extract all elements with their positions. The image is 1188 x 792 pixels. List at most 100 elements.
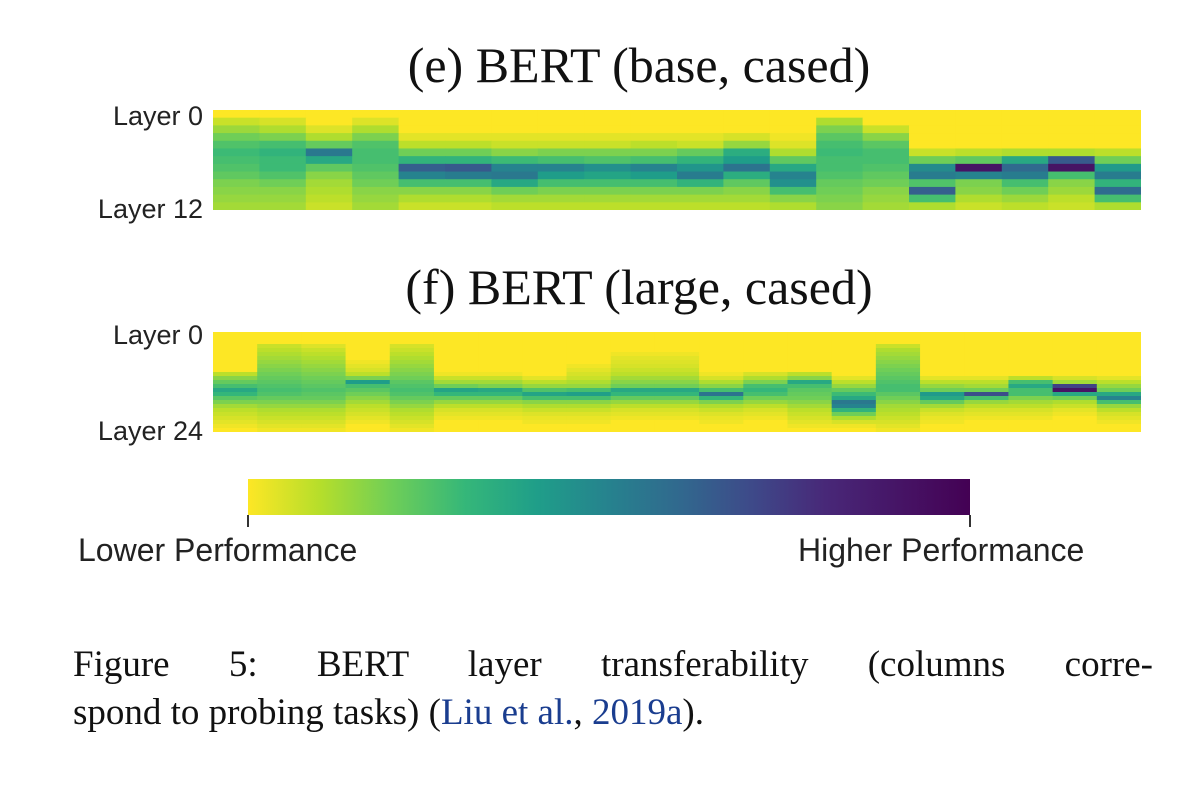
heatmap-f-cell-r0-c0 [213, 332, 258, 337]
heatmap-f-cell-r21-c19 [1052, 416, 1098, 421]
heatmap-f-cell-r17-c12 [743, 400, 789, 405]
heatmap-e-cell-r4-c19 [1094, 140, 1141, 150]
heatmap-f-cell-r13-c5 [433, 384, 479, 389]
heatmap-e-cell-r1-c9 [630, 117, 678, 126]
heatmap-f-cell-r2-c3 [345, 340, 391, 345]
heatmap-f-cell-r5-c17 [964, 352, 1010, 357]
heatmap-f-cell-r7-c1 [257, 360, 302, 365]
heatmap-f-cell-r14-c3 [345, 388, 391, 393]
heatmap-f-cell-r22-c12 [743, 420, 789, 425]
heatmap-e-cell-r5-c8 [584, 148, 632, 157]
heatmap-f-cell-r23-c8 [566, 424, 612, 429]
heatmap-f-cell-r19-c20 [1096, 408, 1141, 413]
heatmap-f-cell-r0-c16 [920, 332, 965, 337]
heatmap-f-cell-r24-c5 [433, 428, 479, 432]
heatmap-f-cell-r12-c14 [831, 380, 877, 385]
heatmap-f-cell-r5-c10 [654, 352, 700, 357]
heatmap-f-cell-r15-c9 [610, 392, 656, 397]
heatmap-f-cell-r7-c4 [389, 360, 435, 365]
heatmap-e-cell-r9-c18 [1048, 179, 1096, 188]
heatmap-f-cell-r16-c4 [389, 396, 435, 401]
heatmap-f-cell-r17-c19 [1052, 400, 1098, 405]
heatmap-e-cell-r4-c8 [584, 140, 632, 150]
heatmap-f-cell-r21-c12 [743, 416, 789, 421]
heatmap-e-cell-r7-c0 [213, 163, 260, 173]
heatmap-e-cell-r0-c10 [677, 110, 724, 119]
heatmap-f-cell-r24-c3 [345, 428, 391, 432]
colorbar [248, 479, 970, 515]
heatmap-e-cell-r10-c7 [537, 186, 585, 196]
heatmap-f-cell-r24-c6 [478, 428, 523, 432]
heatmap-f-cell-r24-c14 [831, 428, 877, 432]
heatmap-f-cell-r4-c11 [699, 348, 744, 353]
heatmap-e-cell-r3-c11 [723, 133, 771, 142]
heatmap-e-cell-r12-c8 [584, 202, 632, 210]
heatmap-f-cell-r8-c11 [699, 364, 744, 369]
heatmap-f-cell-r9-c18 [1008, 368, 1054, 373]
heatmap-f-cell-r1-c8 [566, 336, 612, 341]
citation-year-link[interactable]: 2019a [591, 692, 683, 733]
heatmap-f-cell-r23-c19 [1052, 424, 1098, 429]
heatmap-f-cell-r10-c6 [478, 372, 523, 377]
heatmap-f-cell-r9-c3 [345, 368, 391, 373]
heatmap-f-cell-r9-c1 [257, 368, 302, 373]
heatmap-f-cell-r20-c15 [875, 412, 921, 417]
heatmap-e-cell-r9-c8 [584, 179, 632, 188]
heatmap-f-cell-r24-c2 [301, 428, 347, 432]
heatmap-e-cell-r7-c4 [398, 163, 446, 173]
citation-author-link[interactable]: Liu et al. [440, 692, 574, 733]
heatmap-e-cell-r5-c6 [491, 148, 539, 157]
heatmap-e-cell-r9-c6 [491, 179, 539, 188]
heatmap-e-cell-r7-c5 [445, 163, 492, 173]
heatmap-f-cell-r2-c4 [389, 340, 435, 345]
heatmap-f-cell-r0-c14 [831, 332, 877, 337]
heatmap-e-cell-r2-c1 [259, 125, 307, 134]
heatmap-f-cell-r17-c5 [433, 400, 479, 405]
heatmap-f-cell-r24-c9 [610, 428, 656, 432]
heatmap-f-cell-r21-c7 [522, 416, 568, 421]
heatmap-e-cell-r8-c15 [909, 171, 956, 180]
heatmap-f-cell-r11-c19 [1052, 376, 1098, 381]
heatmap-f-cell-r22-c13 [787, 420, 833, 425]
heatmap-f-cell-r22-c16 [920, 420, 965, 425]
heatmap-f-cell-r19-c18 [1008, 408, 1054, 413]
heatmap-e-cell-r4-c15 [909, 140, 956, 150]
heatmap-f-cell-r5-c0 [213, 352, 258, 357]
heatmap-e-cell-r6-c13 [816, 156, 864, 165]
heatmap-e-cell-r0-c4 [398, 110, 446, 119]
heatmap-f-cell-r18-c2 [301, 404, 347, 409]
heatmap-f-cell-r16-c2 [301, 396, 347, 401]
heatmap-f-cell-r9-c17 [964, 368, 1010, 373]
heatmap-f-cell-r21-c4 [389, 416, 435, 421]
heatmap-f-cell-r4-c13 [787, 348, 833, 353]
heatmap-f-cell-r10-c0 [213, 372, 258, 377]
heatmap-f-cell-r10-c16 [920, 372, 965, 377]
heatmap-e-cell-r12-c5 [445, 202, 492, 210]
heatmap-e-cell-r4-c4 [398, 140, 446, 150]
heatmap-f-cell-r13-c14 [831, 384, 877, 389]
heatmap-e-cell-r4-c10 [677, 140, 724, 150]
heatmap-f-cell-r6-c16 [920, 356, 965, 361]
heatmap-e-cell-r5-c14 [862, 148, 910, 157]
heatmap-f-cell-r6-c18 [1008, 356, 1054, 361]
heatmap-e-cell-r6-c15 [909, 156, 956, 165]
heatmap-f-cell-r24-c18 [1008, 428, 1054, 432]
heatmap-e-cell-r1-c3 [352, 117, 400, 126]
heatmap-f-cell-r16-c13 [787, 396, 833, 401]
heatmap-e-cell-r7-c12 [769, 163, 817, 173]
heatmap-f-cell-r11-c13 [787, 376, 833, 381]
heatmap-e-cell-r3-c10 [677, 133, 724, 142]
heatmap-f-cell-r6-c15 [875, 356, 921, 361]
heatmap-e-cell-r8-c3 [352, 171, 400, 180]
heatmap-e-cell-r12-c11 [723, 202, 771, 210]
heatmap-f-cell-r2-c16 [920, 340, 965, 345]
heatmap-f-cell-r17-c17 [964, 400, 1010, 405]
heatmap-e-cell-r5-c4 [398, 148, 446, 157]
heatmap-e-cell-r12-c13 [816, 202, 864, 210]
heatmap-e-cell-r12-c19 [1094, 202, 1141, 210]
heatmap-f-cell-r20-c12 [743, 412, 789, 417]
heatmap-f-cell-r14-c12 [743, 388, 789, 393]
heatmap-e-cell-r0-c6 [491, 110, 539, 119]
heatmap-f-cell-r5-c4 [389, 352, 435, 357]
heatmap-f-cell-r24-c10 [654, 428, 700, 432]
